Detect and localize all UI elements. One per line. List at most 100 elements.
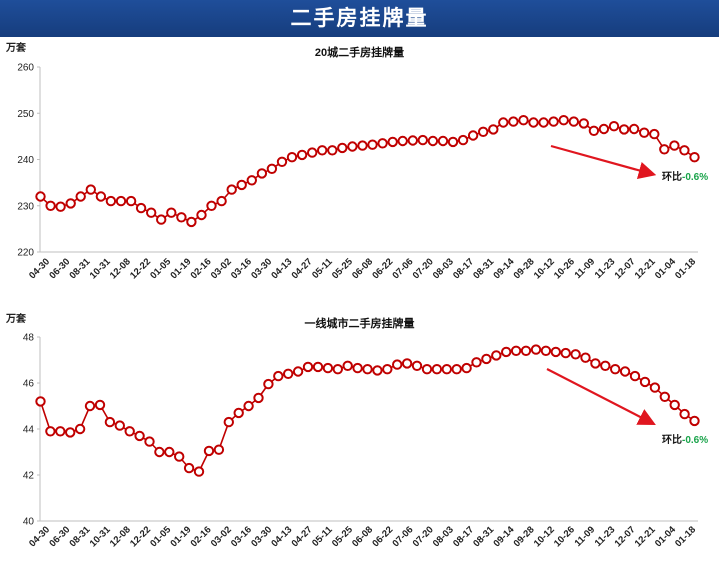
data-point <box>451 364 462 375</box>
data-point <box>115 195 127 207</box>
x-tick-label: 01-19 <box>168 256 193 281</box>
data-point <box>372 365 383 376</box>
data-point <box>588 125 600 137</box>
data-point <box>347 141 358 152</box>
y-tick-label: 46 <box>23 379 35 390</box>
data-point <box>266 163 278 175</box>
x-tick-label: 12-08 <box>108 524 133 549</box>
x-tick-label: 12-07 <box>613 524 638 549</box>
data-point <box>65 198 76 209</box>
mom-label: 环比 <box>662 435 682 446</box>
x-tick-label: 01-04 <box>653 256 678 281</box>
x-tick-label: 06-22 <box>370 524 395 549</box>
mom-annotation: 环比-0.6% <box>662 431 708 446</box>
y-tick-label: 48 <box>23 333 35 344</box>
x-tick-label: 04-13 <box>269 524 294 549</box>
x-tick-label: 10-31 <box>88 256 113 281</box>
data-point <box>367 139 378 150</box>
data-point <box>166 207 177 218</box>
data-point <box>362 364 373 375</box>
data-point <box>478 126 489 138</box>
x-tick-label: 10-26 <box>552 256 577 281</box>
x-tick-label: 03-16 <box>229 256 254 281</box>
x-tick-label: 04-27 <box>290 256 315 281</box>
x-tick-label: 03-30 <box>249 256 274 281</box>
data-point <box>558 115 569 126</box>
data-point <box>679 145 690 156</box>
data-point <box>392 359 403 370</box>
data-point <box>669 399 680 411</box>
data-point <box>156 214 167 225</box>
data-point <box>45 426 56 437</box>
x-tick-label: 06-30 <box>47 256 72 281</box>
data-point <box>382 364 393 375</box>
page-title: 二手房挂牌量 <box>290 7 429 30</box>
x-tick-label: 03-02 <box>209 524 234 549</box>
data-point <box>296 149 308 161</box>
data-point <box>669 140 680 151</box>
data-point <box>302 361 314 373</box>
x-tick-label: 01-05 <box>148 256 173 281</box>
x-tick-label: 01-18 <box>673 256 698 281</box>
x-tick-label: 05-11 <box>310 524 335 549</box>
x-tick-label: 09-14 <box>491 256 516 281</box>
data-point <box>134 430 145 442</box>
x-tick-label: 12-22 <box>128 524 153 549</box>
data-point <box>256 168 268 179</box>
x-tick-label: 01-19 <box>168 524 193 549</box>
data-point <box>467 130 479 141</box>
data-point <box>174 451 185 462</box>
x-tick-label: 05-25 <box>330 524 355 549</box>
data-point <box>65 427 76 438</box>
data-point <box>206 200 217 212</box>
mom-value: -0.6% <box>682 172 709 183</box>
x-tick-label: 10-31 <box>88 524 113 549</box>
x-tick-label: 12-22 <box>128 256 153 281</box>
data-point <box>183 462 195 474</box>
trend-arrow <box>546 368 656 426</box>
data-point <box>600 360 611 371</box>
y-tick-label: 220 <box>17 248 34 259</box>
data-point <box>387 136 398 148</box>
data-point <box>679 408 690 420</box>
x-tick-label: 04-30 <box>27 256 52 281</box>
data-point <box>94 399 106 411</box>
data-point <box>491 350 502 361</box>
y-unit-label: 万套 <box>6 314 26 325</box>
data-point <box>629 370 641 382</box>
data-point <box>307 147 318 158</box>
x-tick-label: 09-28 <box>512 524 537 549</box>
x-tick-label: 03-16 <box>229 524 254 549</box>
data-point <box>286 152 298 163</box>
x-tick-label: 08-03 <box>431 256 456 281</box>
data-point <box>578 118 589 129</box>
mom-label: 环比 <box>662 172 682 183</box>
x-tick-label: 07-20 <box>411 524 436 549</box>
x-tick-label: 10-26 <box>552 524 577 549</box>
x-tick-label: 03-30 <box>249 524 274 549</box>
data-point <box>590 358 601 369</box>
data-point <box>164 446 175 458</box>
x-tick-label: 12-08 <box>108 256 133 281</box>
y-tick-label: 40 <box>23 517 35 528</box>
data-point <box>639 127 650 138</box>
trend-arrow <box>550 144 657 179</box>
data-point <box>447 136 459 148</box>
x-tick-label: 07-20 <box>411 256 436 281</box>
y-unit-label: 万套 <box>6 43 26 54</box>
data-point <box>377 138 388 149</box>
x-tick-label: 08-17 <box>451 524 476 549</box>
data-point <box>55 201 66 212</box>
data-point <box>659 391 670 402</box>
data-point <box>322 362 334 374</box>
x-tick-label: 12-07 <box>613 256 638 281</box>
data-point <box>659 144 670 155</box>
data-point <box>352 362 363 374</box>
title-banner <box>0 0 719 37</box>
x-tick-label: 11-23 <box>593 256 618 281</box>
data-point <box>608 121 620 132</box>
data-point <box>176 212 187 223</box>
data-point <box>144 436 155 447</box>
x-tick-label: 07-06 <box>391 524 416 549</box>
